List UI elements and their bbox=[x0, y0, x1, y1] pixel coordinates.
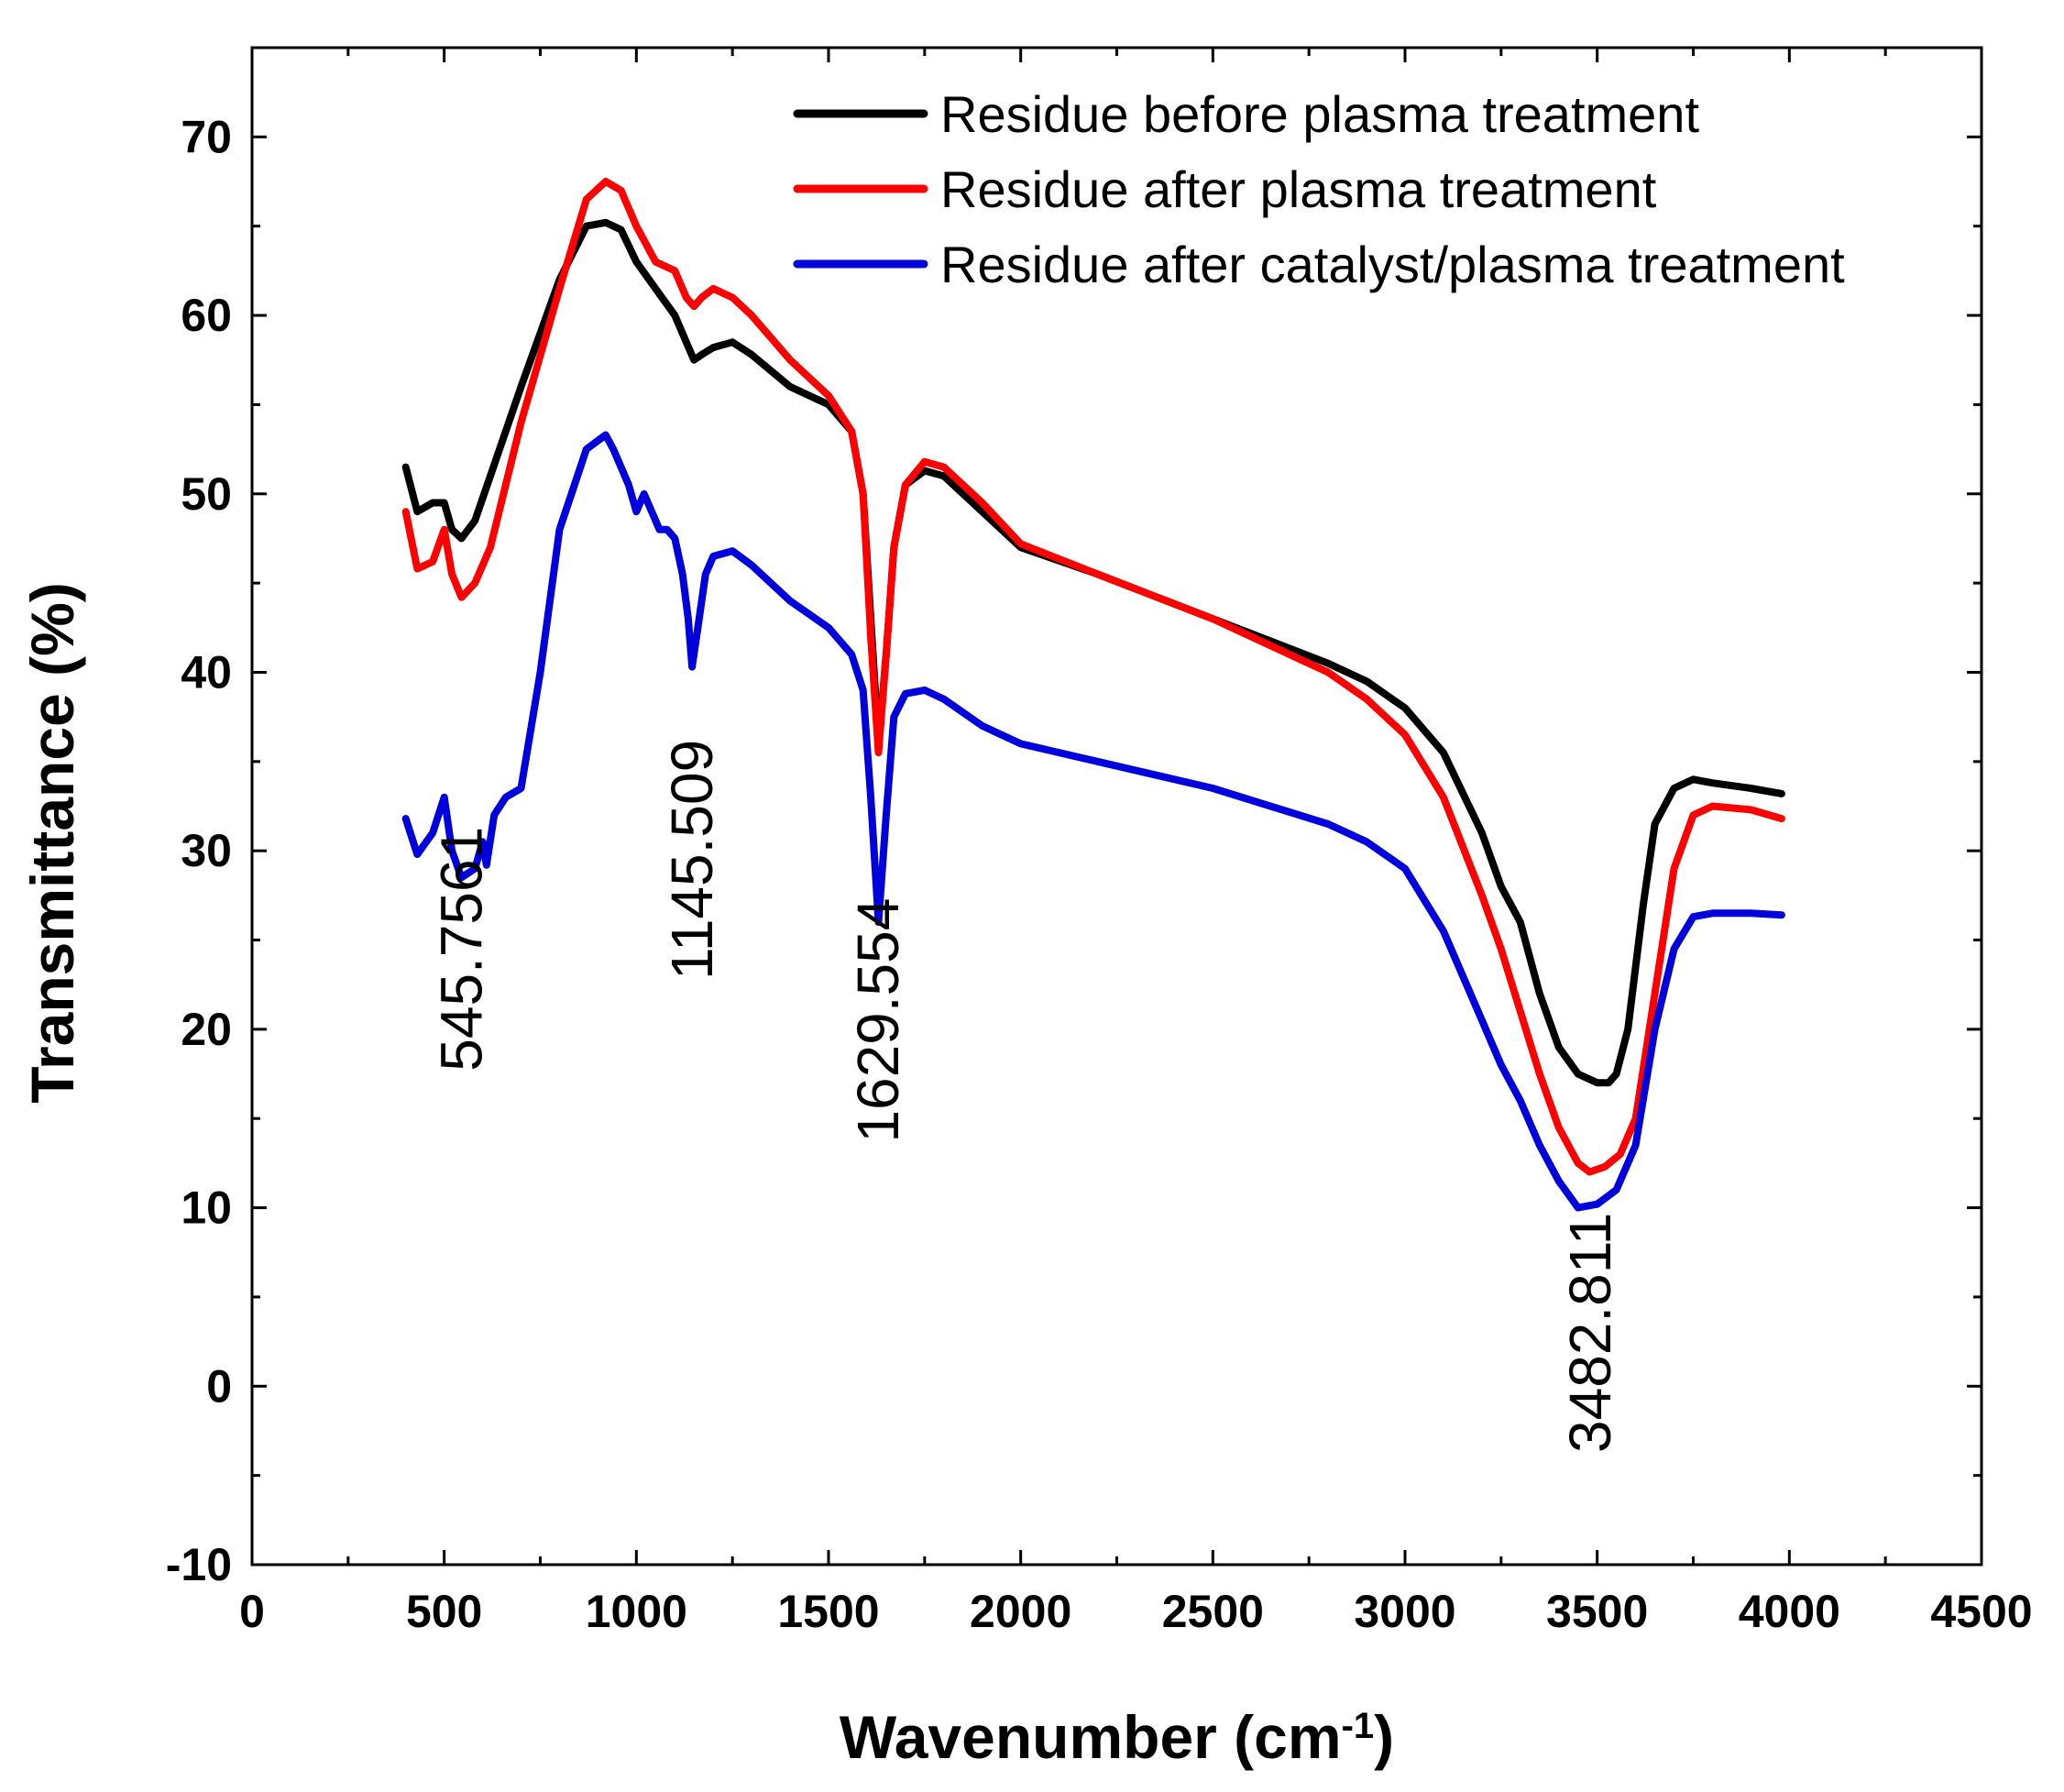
y-tick-label: 30 bbox=[181, 825, 232, 876]
y-tick-label: -10 bbox=[166, 1539, 232, 1590]
y-tick-label: 20 bbox=[181, 1004, 232, 1055]
y-tick-label: 0 bbox=[206, 1360, 232, 1412]
x-tick-label: 3000 bbox=[1354, 1586, 1455, 1637]
y-tick-label: 10 bbox=[181, 1182, 232, 1234]
legend: Residue before plasma treatment Residue a… bbox=[793, 85, 1845, 293]
peak-label: 545.7561 bbox=[429, 827, 495, 1072]
y-tick-label: 60 bbox=[181, 290, 232, 341]
x-axis-ticks: 0 500 1000 1500 2000 2500 3000 3500 4000 4500 bbox=[239, 48, 2033, 1637]
x-axis-title: Wavenumber (cm-1) bbox=[840, 1703, 1394, 1771]
x-tick-label: 500 bbox=[406, 1586, 482, 1637]
legend-label: Residue before plasma treatment bbox=[940, 85, 1699, 143]
x-tick-label: 3500 bbox=[1546, 1586, 1648, 1637]
y-tick-label: 50 bbox=[181, 468, 232, 520]
legend-label: Residue after plasma treatment bbox=[940, 160, 1657, 218]
series-line-1 bbox=[401, 218, 1785, 1087]
x-tick-label: 2500 bbox=[1162, 1586, 1264, 1637]
x-tick-label: 1000 bbox=[586, 1586, 687, 1637]
peak-label: 1145.509 bbox=[659, 740, 725, 980]
y-axis-ticks: -10 0 10 20 30 40 50 60 70 bbox=[166, 46, 1982, 1590]
x-tick-label: 2000 bbox=[970, 1586, 1071, 1637]
peak-label: 1629.554 bbox=[845, 898, 911, 1143]
x-tick-label: 4500 bbox=[1930, 1586, 2032, 1637]
y-tick-label: 70 bbox=[181, 111, 232, 162]
y-axis-title: Transmittance (%) bbox=[18, 582, 86, 1103]
x-axis-title-text: Wavenumber (cm bbox=[840, 1703, 1342, 1771]
series-lines bbox=[401, 178, 1785, 1212]
x-axis-title-superscript: -1 bbox=[1342, 1706, 1375, 1746]
y-tick-label: 40 bbox=[181, 646, 232, 698]
series-line-2 bbox=[401, 178, 1785, 1176]
x-tick-label: 4000 bbox=[1739, 1586, 1840, 1637]
x-tick-label: 0 bbox=[239, 1586, 265, 1637]
series-line-3 bbox=[401, 431, 1785, 1212]
peak-label: 3482.811 bbox=[1557, 1213, 1623, 1453]
x-axis-title-close: ) bbox=[1374, 1703, 1394, 1771]
legend-label: Residue after catalyst/plasma treatment bbox=[940, 236, 1845, 293]
peak-annotations: 545.7561 1145.509 1629.554 3482.811 bbox=[429, 740, 1624, 1453]
x-tick-label: 1500 bbox=[777, 1586, 879, 1637]
